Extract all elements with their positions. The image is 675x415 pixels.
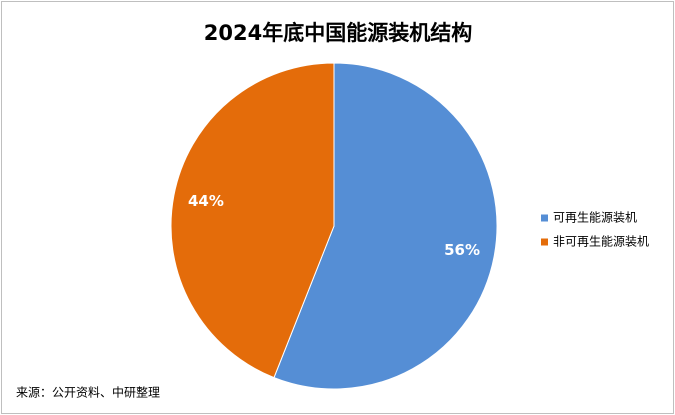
- pie-slice: [170, 62, 335, 379]
- legend-swatch: [541, 214, 548, 222]
- data-label: 56%: [444, 241, 480, 259]
- pie-slice: [273, 62, 498, 390]
- source-note: 来源：公开资料、中研整理: [16, 385, 160, 400]
- legend-label: 可再生能源装机: [553, 211, 637, 225]
- legend-swatch: [541, 238, 548, 246]
- data-label: 44%: [188, 192, 224, 210]
- legend-label: 非可再生能源装机: [553, 235, 649, 249]
- chart-title: 2024年底中国能源装机结构: [204, 21, 472, 45]
